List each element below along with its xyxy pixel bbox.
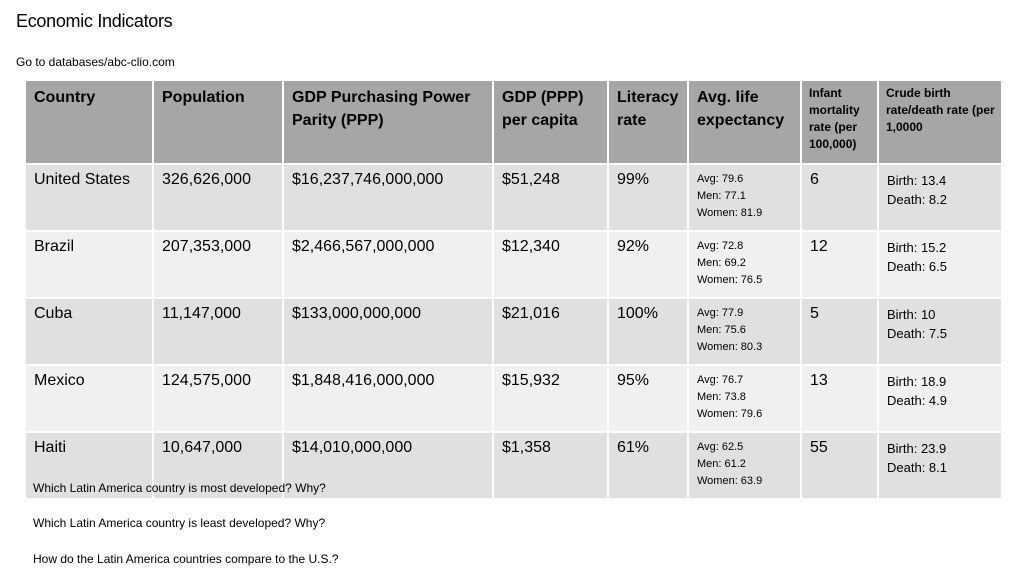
life-men: Men: 73.8	[697, 391, 746, 403]
cell-literacy: 100%	[607, 297, 689, 366]
cell-country: United States	[24, 163, 154, 232]
life-men: Men: 69.2	[697, 257, 746, 269]
table-row: Mexico 124,575,000 $1,848,416,000,000 $1…	[24, 364, 1003, 433]
life-avg: Avg: 76.7	[697, 374, 744, 386]
cell-population: 124,575,000	[152, 364, 284, 433]
death-rate: Death: 8.2	[887, 192, 947, 207]
birth-rate: Birth: 13.4	[887, 173, 947, 188]
column-header-gdp-ppp: GDP Purchasing Power Parity (PPP)	[282, 79, 494, 165]
birth-rate: Birth: 18.9	[887, 374, 947, 389]
table-row: Haiti 10,647,000 $14,010,000,000 $1,358 …	[24, 431, 1003, 500]
life-women: Women: 63.9	[697, 475, 763, 487]
life-avg: Avg: 62.5	[697, 441, 744, 453]
column-header-literacy-rate: Literacy rate	[607, 79, 689, 165]
column-header-gdp-per-capita: GDP (PPP) per capita	[492, 79, 609, 165]
question-compare-us: How do the Latin America countries compa…	[33, 552, 339, 566]
cell-gdp-ppp: $1,848,416,000,000	[282, 364, 494, 433]
table-row: Cuba 11,147,000 $133,000,000,000 $21,016…	[24, 297, 1003, 366]
cell-gdp-ppp: $14,010,000,000	[282, 431, 494, 500]
cell-infant-mortality: 6	[800, 163, 879, 232]
life-men: Men: 61.2	[697, 458, 746, 470]
cell-life-expectancy: Avg: 62.5 Men: 61.2 Women: 63.9	[687, 431, 802, 500]
table-row: Brazil 207,353,000 $2,466,567,000,000 $1…	[24, 230, 1003, 299]
economic-indicators-table: Country Population GDP Purchasing Power …	[24, 79, 1003, 500]
cell-gdp-per-capita: $12,340	[492, 230, 609, 299]
cell-gdp-per-capita: $1,358	[492, 431, 609, 500]
life-men: Men: 75.6	[697, 324, 746, 336]
cell-life-expectancy: Avg: 76.7 Men: 73.8 Women: 79.6	[687, 364, 802, 433]
birth-rate: Birth: 15.2	[887, 240, 947, 255]
death-rate: Death: 8.1	[887, 460, 947, 475]
column-header-population: Population	[152, 79, 284, 165]
death-rate: Death: 4.9	[887, 393, 947, 408]
cell-crude-rates: Birth: 13.4 Death: 8.2	[877, 163, 1003, 232]
column-header-life-expectancy: Avg. life expectancy	[687, 79, 802, 165]
cell-literacy: 95%	[607, 364, 689, 433]
cell-infant-mortality: 55	[800, 431, 879, 500]
column-header-crude-birth-death: Crude birth rate/death rate (per 1,0000	[877, 79, 1003, 165]
cell-literacy: 92%	[607, 230, 689, 299]
cell-gdp-per-capita: $15,932	[492, 364, 609, 433]
cell-population: 11,147,000	[152, 297, 284, 366]
cell-crude-rates: Birth: 10 Death: 7.5	[877, 297, 1003, 366]
cell-country: Haiti	[24, 431, 154, 500]
cell-gdp-per-capita: $51,248	[492, 163, 609, 232]
cell-life-expectancy: Avg: 72.8 Men: 69.2 Women: 76.5	[687, 230, 802, 299]
source-note: Go to databases/abc-clio.com	[16, 55, 175, 69]
cell-infant-mortality: 13	[800, 364, 879, 433]
cell-literacy: 61%	[607, 431, 689, 500]
life-men: Men: 77.1	[697, 190, 746, 202]
cell-population: 326,626,000	[152, 163, 284, 232]
table-header-row: Country Population GDP Purchasing Power …	[24, 79, 1003, 165]
life-avg: Avg: 72.8	[697, 240, 744, 252]
cell-country: Cuba	[24, 297, 154, 366]
question-least-developed: Which Latin America country is least dev…	[33, 516, 326, 530]
life-women: Women: 80.3	[697, 341, 763, 353]
cell-crude-rates: Birth: 23.9 Death: 8.1	[877, 431, 1003, 500]
cell-population: 207,353,000	[152, 230, 284, 299]
life-avg: Avg: 77.9	[697, 307, 744, 319]
death-rate: Death: 6.5	[887, 259, 947, 274]
cell-gdp-ppp: $2,466,567,000,000	[282, 230, 494, 299]
page-title: Economic Indicators	[16, 11, 173, 31]
cell-infant-mortality: 12	[800, 230, 879, 299]
life-women: Women: 79.6	[697, 408, 763, 420]
cell-country: Mexico	[24, 364, 154, 433]
life-women: Women: 76.5	[697, 274, 763, 286]
cell-crude-rates: Birth: 15.2 Death: 6.5	[877, 230, 1003, 299]
cell-population: 10,647,000	[152, 431, 284, 500]
birth-rate: Birth: 10	[887, 307, 936, 322]
birth-rate: Birth: 23.9	[887, 441, 947, 456]
cell-infant-mortality: 5	[800, 297, 879, 366]
cell-gdp-ppp: $133,000,000,000	[282, 297, 494, 366]
cell-literacy: 99%	[607, 163, 689, 232]
death-rate: Death: 7.5	[887, 326, 947, 341]
cell-life-expectancy: Avg: 79.6 Men: 77.1 Women: 81.9	[687, 163, 802, 232]
cell-gdp-ppp: $16,237,746,000,000	[282, 163, 494, 232]
cell-gdp-per-capita: $21,016	[492, 297, 609, 366]
life-women: Women: 81.9	[697, 207, 763, 219]
cell-crude-rates: Birth: 18.9 Death: 4.9	[877, 364, 1003, 433]
question-most-developed: Which Latin America country is most deve…	[33, 481, 326, 495]
column-header-country: Country	[24, 79, 154, 165]
table-row: United States 326,626,000 $16,237,746,00…	[24, 163, 1003, 232]
cell-country: Brazil	[24, 230, 154, 299]
cell-life-expectancy: Avg: 77.9 Men: 75.6 Women: 80.3	[687, 297, 802, 366]
column-header-infant-mortality: Infant mortality rate (per 100,000)	[800, 79, 879, 165]
life-avg: Avg: 79.6	[697, 173, 744, 185]
